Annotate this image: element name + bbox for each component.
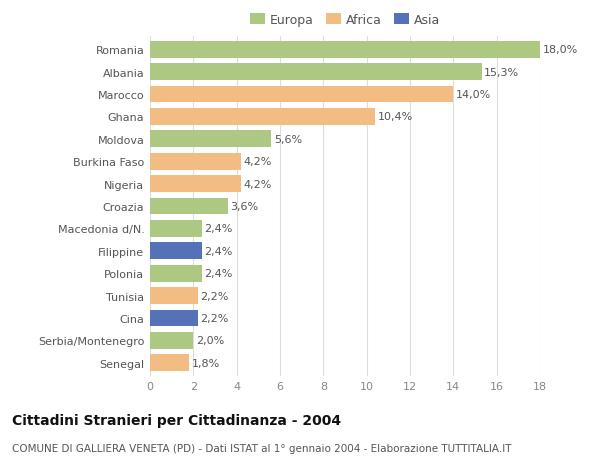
Text: 2,2%: 2,2%: [200, 313, 229, 323]
Legend: Europa, Africa, Asia: Europa, Africa, Asia: [250, 14, 440, 27]
Bar: [150, 310, 197, 327]
Bar: [150, 176, 241, 193]
Text: Cittadini Stranieri per Cittadinanza - 2004: Cittadini Stranieri per Cittadinanza - 2…: [12, 413, 341, 427]
Bar: [150, 64, 482, 81]
Text: 2,4%: 2,4%: [205, 224, 233, 234]
Bar: [150, 42, 540, 58]
Text: COMUNE DI GALLIERA VENETA (PD) - Dati ISTAT al 1° gennaio 2004 - Elaborazione TU: COMUNE DI GALLIERA VENETA (PD) - Dati IS…: [12, 443, 511, 453]
Bar: [150, 153, 241, 170]
Text: 15,3%: 15,3%: [484, 67, 519, 78]
Bar: [150, 265, 202, 282]
Bar: [150, 332, 193, 349]
Bar: [150, 131, 271, 148]
Bar: [150, 355, 189, 371]
Bar: [150, 109, 376, 126]
Bar: [150, 287, 197, 304]
Text: 2,4%: 2,4%: [205, 246, 233, 256]
Text: 5,6%: 5,6%: [274, 134, 302, 145]
Text: 2,0%: 2,0%: [196, 336, 224, 346]
Text: 4,2%: 4,2%: [244, 179, 272, 189]
Text: 10,4%: 10,4%: [378, 112, 413, 122]
Text: 1,8%: 1,8%: [191, 358, 220, 368]
Text: 4,2%: 4,2%: [244, 157, 272, 167]
Text: 3,6%: 3,6%: [230, 202, 259, 212]
Bar: [150, 220, 202, 237]
Text: 14,0%: 14,0%: [456, 90, 491, 100]
Bar: [150, 243, 202, 260]
Text: 2,4%: 2,4%: [205, 269, 233, 279]
Text: 2,2%: 2,2%: [200, 291, 229, 301]
Text: 18,0%: 18,0%: [542, 45, 578, 55]
Bar: [150, 86, 454, 103]
Bar: [150, 198, 228, 215]
